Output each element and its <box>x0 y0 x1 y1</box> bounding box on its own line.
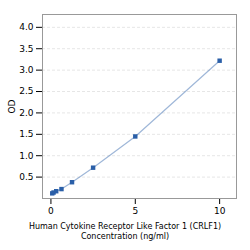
svg-text:1.5: 1.5 <box>19 129 33 139</box>
svg-text:0.5: 0.5 <box>19 172 33 182</box>
svg-text:3.5: 3.5 <box>19 44 33 54</box>
svg-text:1.0: 1.0 <box>19 151 34 161</box>
svg-text:4.0: 4.0 <box>19 22 34 32</box>
svg-text:OD: OD <box>7 99 17 113</box>
svg-text:3.0: 3.0 <box>19 65 34 75</box>
svg-text:10: 10 <box>214 206 226 216</box>
html-text:Human Cytokine Receptor Like F: Human Cytokine Receptor Like Factor 1 (C… <box>28 222 222 241</box>
svg-text:2.0: 2.0 <box>19 108 34 118</box>
svg-text:2.5: 2.5 <box>19 86 33 96</box>
svg-text:5: 5 <box>132 206 138 216</box>
svg-text:0: 0 <box>48 206 54 216</box>
